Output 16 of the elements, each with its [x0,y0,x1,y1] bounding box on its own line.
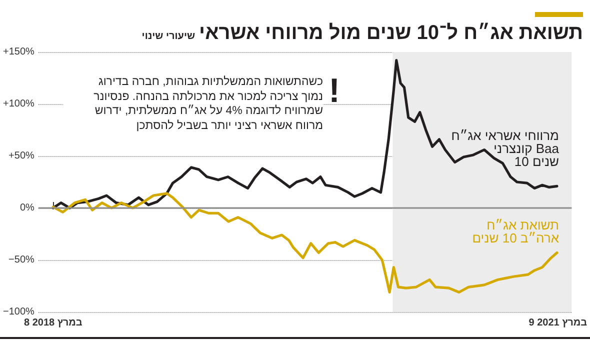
annotation: כשהתשואות הממשלתיות גבוהות, חברה בדירוג נמוך צריכה למכור את מרכולתה בהנחה. פנסיונר שמרוויח לדוגמה 4% על אג״ח ממשלתית, ידרוש מרווח אשראי רציני יותר בשביל להסתכן [63,75,323,133]
x-tick-label: 9 במרץ 2021 [528,318,588,328]
y-tick-label: 0% [20,202,35,214]
y-tick-label: +150% [2,46,35,58]
y-tick-label: −100% [2,306,35,318]
y-tick-label: +50% [8,150,35,162]
x-tick-label: 8 במרץ 2018 [24,318,83,328]
line-series [52,59,558,210]
y-tick-label: +100% [2,98,35,110]
chart-subtitle: שיעורי שינוי [142,31,196,42]
chart-title: תשואת אג״ח ל־10 שנים מול מרווחי אשראי [199,22,583,44]
series-label: תשואת אג״ח ארה״ב 10 שנים [472,218,559,246]
y-tick-label: −50% [8,254,35,266]
line-series [52,192,558,294]
series-label: מרווחי אשראי אג״ח קונצרני Baa 10 שנים [451,128,560,170]
annotation: ! [328,72,340,110]
